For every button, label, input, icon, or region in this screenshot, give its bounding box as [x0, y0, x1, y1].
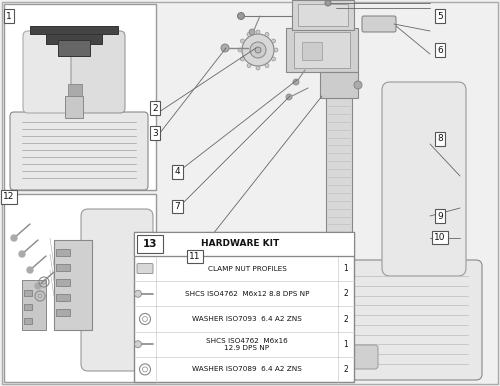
Text: SHCS ISO4762  M6x12 8.8 DPS NP: SHCS ISO4762 M6x12 8.8 DPS NP [185, 291, 309, 297]
Circle shape [274, 48, 278, 52]
Text: 12: 12 [4, 192, 15, 201]
Text: 1: 1 [6, 12, 12, 21]
Bar [320, 72, 358, 98]
Text: 9: 9 [437, 212, 443, 221]
FancyBboxPatch shape [23, 31, 77, 113]
Bar [292, 0, 354, 30]
Bar [294, 32, 350, 68]
Bar [286, 28, 358, 72]
Bar [58, 40, 90, 56]
Bar [298, 4, 348, 26]
Circle shape [256, 30, 260, 34]
Bar [52, 28, 96, 38]
Bar [330, 260, 348, 306]
Text: 2: 2 [152, 103, 158, 113]
Circle shape [272, 39, 276, 43]
Circle shape [256, 66, 260, 70]
Text: 2: 2 [344, 289, 348, 298]
Bar [56, 309, 70, 316]
Circle shape [354, 81, 362, 89]
Text: 11: 11 [189, 252, 201, 261]
Text: 6: 6 [437, 46, 443, 55]
Text: 1: 1 [344, 340, 348, 349]
Bar [326, 96, 352, 266]
Text: 5: 5 [437, 12, 443, 21]
FancyBboxPatch shape [362, 16, 396, 32]
Text: 2: 2 [344, 365, 348, 374]
Circle shape [265, 32, 269, 36]
Bar [137, 235, 163, 253]
Bar [56, 279, 70, 286]
Circle shape [247, 64, 251, 68]
Bar [30, 26, 118, 34]
Text: 1: 1 [344, 264, 348, 273]
Text: 3: 3 [152, 129, 158, 138]
Circle shape [250, 42, 266, 58]
Text: 13: 13 [143, 239, 157, 249]
Circle shape [240, 39, 244, 43]
Bar [24, 290, 32, 296]
Text: 8: 8 [437, 134, 443, 144]
Text: SHCS ISO4762  M6x16
12.9 DPS NP: SHCS ISO4762 M6x16 12.9 DPS NP [206, 338, 288, 351]
Text: 2: 2 [344, 315, 348, 323]
Circle shape [238, 48, 242, 52]
Bar [56, 294, 70, 301]
Bar [68, 84, 82, 96]
Bar [24, 318, 32, 324]
Circle shape [265, 64, 269, 68]
Circle shape [134, 341, 141, 348]
Circle shape [238, 12, 244, 20]
Text: 4: 4 [174, 167, 180, 176]
Circle shape [242, 34, 274, 66]
FancyBboxPatch shape [10, 112, 148, 190]
Text: WASHER ISO7089  6.4 A2 ZNS: WASHER ISO7089 6.4 A2 ZNS [192, 366, 302, 372]
Circle shape [240, 57, 244, 61]
Circle shape [286, 94, 292, 100]
FancyBboxPatch shape [137, 264, 153, 274]
Bar [134, 232, 354, 382]
Circle shape [272, 57, 276, 61]
Bar [46, 34, 102, 44]
Circle shape [221, 44, 229, 52]
FancyBboxPatch shape [81, 209, 153, 371]
Bar [134, 232, 354, 256]
Circle shape [293, 79, 299, 85]
Circle shape [19, 251, 25, 257]
Text: 7: 7 [174, 202, 180, 211]
Circle shape [134, 290, 141, 297]
Bar [302, 42, 322, 60]
Bar [24, 304, 32, 310]
Text: HARDWARE KIT: HARDWARE KIT [201, 239, 279, 249]
Text: CLAMP NUT PROFILES: CLAMP NUT PROFILES [208, 266, 286, 272]
Bar [65, 96, 83, 118]
Circle shape [249, 29, 255, 35]
FancyBboxPatch shape [242, 260, 482, 380]
Circle shape [27, 267, 33, 273]
Bar [56, 249, 70, 256]
Bar [22, 280, 46, 330]
Circle shape [11, 235, 17, 241]
Text: WASHER ISO7093  6.4 A2 ZNS: WASHER ISO7093 6.4 A2 ZNS [192, 316, 302, 322]
Circle shape [35, 283, 41, 289]
Circle shape [325, 0, 331, 6]
FancyBboxPatch shape [382, 82, 466, 276]
Bar [56, 264, 70, 271]
Bar [54, 240, 92, 330]
FancyBboxPatch shape [71, 31, 125, 113]
Bar [4, 194, 156, 382]
Text: 10: 10 [434, 233, 446, 242]
FancyBboxPatch shape [292, 345, 378, 369]
Circle shape [255, 47, 261, 53]
Bar [4, 4, 156, 190]
Circle shape [247, 32, 251, 36]
